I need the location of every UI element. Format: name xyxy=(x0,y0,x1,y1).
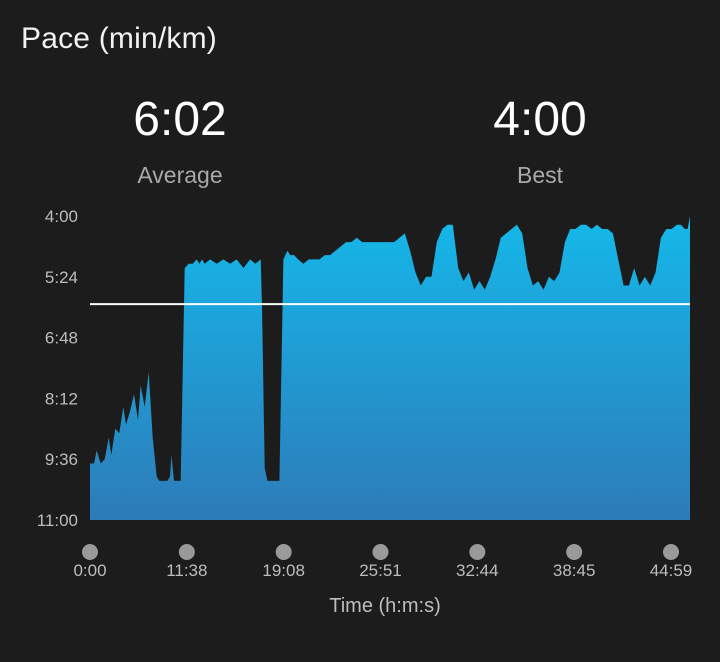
x-tick-label: 11:38 xyxy=(166,561,207,580)
y-tick-label: 8:12 xyxy=(45,389,78,408)
best-pace-stat: 4:00 Best xyxy=(420,96,660,189)
x-tick-label: 19:08 xyxy=(262,561,305,580)
x-axis[interactable]: 0:00 11:38 19:08 25:51 32:44 38:45 44:59 xyxy=(73,544,692,580)
y-tick-label: 9:36 xyxy=(45,450,78,469)
pace-area-series xyxy=(90,216,690,520)
x-tick-label: 44:59 xyxy=(650,561,693,580)
x-tick-marker[interactable] xyxy=(275,544,292,560)
x-tick-label: 25:51 xyxy=(359,561,402,580)
average-pace-label: Average xyxy=(137,162,223,188)
x-tick-marker[interactable] xyxy=(663,544,679,560)
y-tick-label: 11:00 xyxy=(37,511,78,530)
y-tick-label: 5:24 xyxy=(45,268,78,287)
x-axis-title: Time (h:m:s) xyxy=(329,595,440,617)
x-tick-marker[interactable] xyxy=(178,544,195,560)
x-tick-marker[interactable] xyxy=(566,544,583,560)
chart-title: Pace (min/km) xyxy=(21,22,217,55)
x-tick-marker[interactable] xyxy=(82,544,98,560)
average-pace-stat: 6:02 Average xyxy=(60,96,300,189)
x-tick-marker[interactable] xyxy=(469,544,486,560)
average-pace-value: 6:02 xyxy=(133,93,227,146)
x-tick-marker[interactable] xyxy=(372,544,389,560)
y-tick-label: 6:48 xyxy=(45,329,78,348)
y-axis: 4:00 5:24 6:48 8:12 9:36 11:00 xyxy=(37,207,78,530)
best-pace-value: 4:00 xyxy=(493,93,587,146)
best-pace-label: Best xyxy=(516,162,564,188)
x-tick-label: 0:00 xyxy=(73,561,106,580)
x-tick-label: 32:44 xyxy=(456,561,499,580)
x-tick-label: 38:45 xyxy=(553,561,596,580)
y-tick-label: 4:00 xyxy=(45,207,78,226)
